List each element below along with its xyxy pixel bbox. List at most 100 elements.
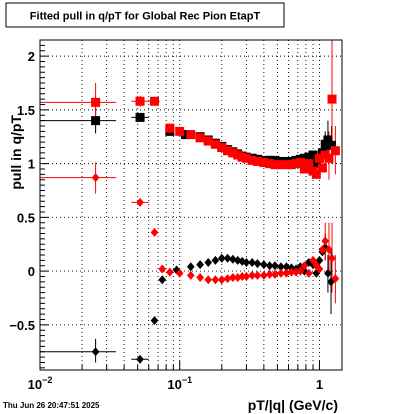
square-point — [228, 148, 238, 158]
tick-labels: 2 1.5 1 0.5 0 −0.5 10−2 10−1 1 — [9, 49, 323, 392]
diamond-point — [309, 255, 317, 265]
diamond-point — [136, 197, 144, 207]
data-markers — [91, 94, 340, 364]
square-point — [330, 146, 340, 156]
diamond-point — [242, 271, 251, 281]
diamond-point — [300, 261, 309, 271]
diamond-point — [296, 266, 305, 276]
square-point — [217, 142, 227, 152]
square-point — [186, 130, 196, 140]
diamond-point — [229, 273, 237, 283]
square-point — [195, 133, 205, 143]
title-box-frame — [5, 2, 285, 28]
diamond-point — [265, 261, 274, 271]
y-tick-label: 0 — [28, 264, 35, 279]
square-point — [247, 155, 257, 165]
diamond-point — [196, 273, 204, 283]
y-tick-label: 0.5 — [17, 210, 35, 225]
diamond-point — [91, 347, 100, 357]
diamond-point — [223, 253, 232, 263]
square-point — [223, 146, 233, 156]
title-box: Fitted pull in q/pT for Global Rec Pion … — [5, 2, 285, 28]
square-point — [311, 159, 321, 169]
y-tick-label: 2 — [28, 49, 35, 64]
diamond-point — [91, 173, 100, 183]
x-tick-label: 10−2 — [28, 375, 53, 392]
square-point — [308, 150, 318, 160]
diamond-point — [158, 275, 167, 285]
diamond-point — [315, 255, 324, 265]
square-point — [91, 116, 101, 126]
square-point — [252, 156, 262, 166]
diamond-point — [260, 270, 268, 280]
diamond-point — [242, 258, 251, 268]
square-point — [327, 94, 337, 104]
square-point — [299, 164, 309, 174]
diamond-point — [328, 253, 336, 263]
diamond-point — [318, 245, 327, 255]
diamond-point — [204, 258, 213, 268]
square-point — [327, 140, 337, 150]
square-point — [203, 136, 213, 146]
square-point — [324, 153, 334, 163]
timestamp: Thu Jun 26 20:47:51 2025 — [3, 401, 100, 410]
square-point — [135, 96, 145, 106]
square-point — [270, 160, 280, 170]
y-tick-label: 1 — [28, 157, 35, 172]
square-point — [181, 130, 191, 140]
square-point — [295, 158, 305, 168]
chart-title: Fitted pull in q/pT for Global Rec Pion … — [30, 11, 261, 23]
square-point — [311, 169, 321, 179]
square-point — [135, 112, 145, 122]
x-tick-label: 1 — [316, 377, 323, 392]
square-point — [165, 123, 175, 133]
diamond-point — [211, 255, 220, 265]
square-point — [210, 139, 220, 149]
square-point — [175, 126, 185, 136]
diamond-point — [186, 262, 195, 272]
axis-ticks — [39, 39, 320, 370]
square-point — [276, 160, 286, 170]
diamond-point — [136, 354, 144, 364]
plot-frame — [39, 39, 343, 371]
square-point — [286, 160, 296, 170]
diamond-point — [248, 258, 257, 268]
y-tick-label: 1.5 — [17, 103, 35, 118]
diamond-point — [150, 316, 159, 326]
square-point — [323, 135, 333, 145]
diamond-point — [248, 270, 257, 280]
diamond-point — [158, 264, 167, 274]
diamond-point — [196, 260, 204, 270]
diamond-point — [277, 262, 285, 272]
diamond-point — [271, 261, 279, 271]
diamond-point — [150, 227, 159, 237]
diamond-point — [321, 236, 330, 246]
diamond-point — [305, 268, 313, 278]
diamond-point — [223, 274, 232, 284]
diamond-point — [282, 262, 291, 272]
diamond-point — [186, 270, 195, 280]
square-point — [259, 158, 269, 168]
square-point — [281, 160, 291, 170]
square-point — [265, 159, 275, 169]
square-point — [150, 96, 160, 106]
diamond-point — [166, 267, 174, 277]
square-point — [241, 153, 251, 163]
diamond-point — [253, 259, 262, 269]
diamond-point — [260, 260, 268, 270]
diamond-point — [325, 245, 333, 255]
diamond-point — [211, 275, 220, 285]
y-tick-label: −0.5 — [9, 318, 35, 333]
diamond-point — [324, 268, 332, 278]
x-tick-label: 10−1 — [167, 375, 192, 392]
diamond-point — [315, 264, 324, 274]
diamond-point — [204, 275, 213, 285]
square-point — [314, 153, 324, 163]
diamond-point — [217, 275, 226, 285]
diamond-point — [271, 269, 279, 279]
y-axis-title: pull in q/pT — [8, 115, 24, 190]
diamond-point — [277, 268, 285, 278]
square-point — [317, 163, 327, 173]
